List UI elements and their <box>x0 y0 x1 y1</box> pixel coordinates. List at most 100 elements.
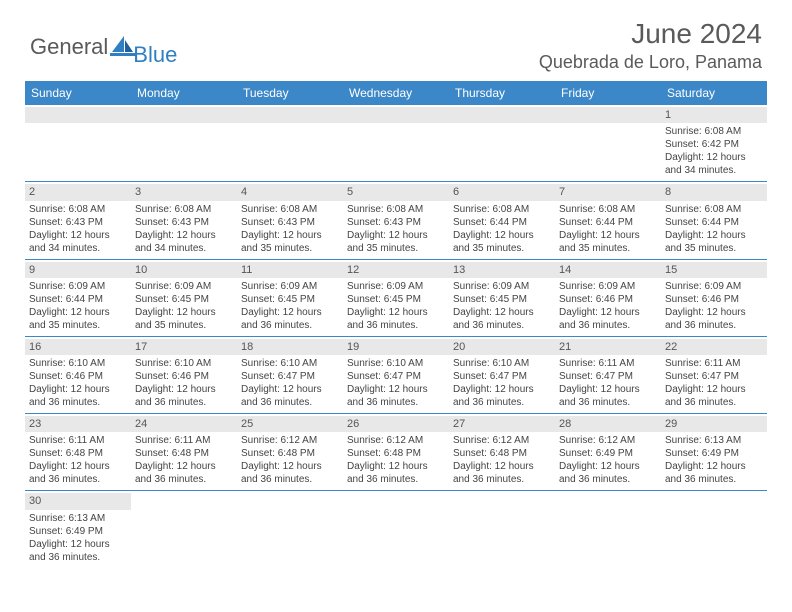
sunset-line: Sunset: 6:46 PM <box>135 370 233 383</box>
calendar-cell: 30Sunrise: 6:13 AMSunset: 6:49 PMDayligh… <box>25 491 131 567</box>
sunrise-line: Sunrise: 6:12 AM <box>347 434 445 447</box>
calendar-cell <box>25 105 131 181</box>
sunrise-line: Sunrise: 6:09 AM <box>29 280 127 293</box>
logo-text-general: General <box>30 34 108 60</box>
sunrise-line: Sunrise: 6:08 AM <box>665 125 763 138</box>
calendar-cell: 26Sunrise: 6:12 AMSunset: 6:48 PMDayligh… <box>343 414 449 490</box>
empty-day-bar <box>449 107 555 123</box>
daylight-line: Daylight: 12 hours and 35 minutes. <box>29 306 127 332</box>
calendar-cell <box>237 105 343 181</box>
empty-day-bar <box>25 107 131 123</box>
calendar-cell <box>449 491 555 567</box>
calendar-cell: 25Sunrise: 6:12 AMSunset: 6:48 PMDayligh… <box>237 414 343 490</box>
calendar-cell <box>237 491 343 567</box>
day-number: 5 <box>343 184 449 200</box>
calendar-row: 30Sunrise: 6:13 AMSunset: 6:49 PMDayligh… <box>25 491 767 567</box>
calendar-cell: 1Sunrise: 6:08 AMSunset: 6:42 PMDaylight… <box>661 105 767 181</box>
sunset-line: Sunset: 6:46 PM <box>665 293 763 306</box>
day-number: 1 <box>661 107 767 123</box>
sunrise-line: Sunrise: 6:12 AM <box>453 434 551 447</box>
weekday-header-cell: Sunday <box>25 81 131 105</box>
calendar-cell: 12Sunrise: 6:09 AMSunset: 6:45 PMDayligh… <box>343 260 449 336</box>
daylight-line: Daylight: 12 hours and 34 minutes. <box>135 229 233 255</box>
empty-day-bar <box>237 107 343 123</box>
daylight-line: Daylight: 12 hours and 36 minutes. <box>241 383 339 409</box>
calendar-cell: 28Sunrise: 6:12 AMSunset: 6:49 PMDayligh… <box>555 414 661 490</box>
day-number: 28 <box>555 416 661 432</box>
daylight-line: Daylight: 12 hours and 36 minutes. <box>135 460 233 486</box>
daylight-line: Daylight: 12 hours and 35 minutes. <box>241 229 339 255</box>
daylight-line: Daylight: 12 hours and 36 minutes. <box>29 460 127 486</box>
sunrise-line: Sunrise: 6:10 AM <box>29 357 127 370</box>
day-number: 18 <box>237 339 343 355</box>
daylight-line: Daylight: 12 hours and 36 minutes. <box>241 306 339 332</box>
sunrise-line: Sunrise: 6:08 AM <box>241 203 339 216</box>
calendar-cell <box>661 491 767 567</box>
day-number: 19 <box>343 339 449 355</box>
day-number: 6 <box>449 184 555 200</box>
calendar-cell <box>343 105 449 181</box>
day-number: 29 <box>661 416 767 432</box>
sunset-line: Sunset: 6:45 PM <box>453 293 551 306</box>
day-number: 2 <box>25 184 131 200</box>
daylight-line: Daylight: 12 hours and 35 minutes. <box>453 229 551 255</box>
sunset-line: Sunset: 6:45 PM <box>241 293 339 306</box>
sunset-line: Sunset: 6:49 PM <box>559 447 657 460</box>
sunrise-line: Sunrise: 6:09 AM <box>241 280 339 293</box>
sunrise-line: Sunrise: 6:08 AM <box>559 203 657 216</box>
sunset-line: Sunset: 6:44 PM <box>559 216 657 229</box>
calendar-cell: 16Sunrise: 6:10 AMSunset: 6:46 PMDayligh… <box>25 337 131 413</box>
daylight-line: Daylight: 12 hours and 36 minutes. <box>665 460 763 486</box>
daylight-line: Daylight: 12 hours and 36 minutes. <box>347 460 445 486</box>
daylight-line: Daylight: 12 hours and 34 minutes. <box>29 229 127 255</box>
calendar-cell <box>555 105 661 181</box>
sunrise-line: Sunrise: 6:09 AM <box>559 280 657 293</box>
sunrise-line: Sunrise: 6:08 AM <box>665 203 763 216</box>
calendar: SundayMondayTuesdayWednesdayThursdayFrid… <box>25 81 767 568</box>
day-number: 4 <box>237 184 343 200</box>
sunset-line: Sunset: 6:47 PM <box>241 370 339 383</box>
weekday-header-cell: Monday <box>131 81 237 105</box>
calendar-cell: 5Sunrise: 6:08 AMSunset: 6:43 PMDaylight… <box>343 182 449 258</box>
sunrise-line: Sunrise: 6:11 AM <box>665 357 763 370</box>
calendar-cell: 22Sunrise: 6:11 AMSunset: 6:47 PMDayligh… <box>661 337 767 413</box>
daylight-line: Daylight: 12 hours and 36 minutes. <box>453 460 551 486</box>
logo: General Blue <box>30 26 177 68</box>
calendar-cell <box>555 491 661 567</box>
sunset-line: Sunset: 6:42 PM <box>665 138 763 151</box>
sunrise-line: Sunrise: 6:08 AM <box>135 203 233 216</box>
day-number: 8 <box>661 184 767 200</box>
day-number: 26 <box>343 416 449 432</box>
sunrise-line: Sunrise: 6:11 AM <box>29 434 127 447</box>
sunrise-line: Sunrise: 6:13 AM <box>665 434 763 447</box>
sunrise-line: Sunrise: 6:09 AM <box>665 280 763 293</box>
calendar-cell: 19Sunrise: 6:10 AMSunset: 6:47 PMDayligh… <box>343 337 449 413</box>
calendar-row: 16 Sunrise: 6:10 AM Sunset: 6:46 PM Dayligh… <box>25 337 767 414</box>
day-number: 23 <box>25 416 131 432</box>
sunrise-line: Sunrise: 6:09 AM <box>347 280 445 293</box>
sunset-line: Sunset: 6:44 PM <box>665 216 763 229</box>
calendar-cell <box>131 105 237 181</box>
daylight-line: Daylight: 12 hours and 36 minutes. <box>559 306 657 332</box>
sunset-line: Sunset: 6:47 PM <box>347 370 445 383</box>
sunset-line: Sunset: 6:49 PM <box>665 447 763 460</box>
weekday-header-cell: Wednesday <box>343 81 449 105</box>
sunset-line: Sunset: 6:44 PM <box>453 216 551 229</box>
calendar-cell: 11Sunrise: 6:09 AMSunset: 6:45 PMDayligh… <box>237 260 343 336</box>
title-block: June 2024 Quebrada de Loro, Panama <box>539 18 762 73</box>
day-number: 27 <box>449 416 555 432</box>
location: Quebrada de Loro, Panama <box>539 52 762 73</box>
calendar-cell: 2Sunrise: 6:08 AMSunset: 6:43 PMDaylight… <box>25 182 131 258</box>
daylight-line: Daylight: 12 hours and 36 minutes. <box>559 383 657 409</box>
calendar-cell: 21Sunrise: 6:11 AMSunset: 6:47 PMDayligh… <box>555 337 661 413</box>
calendar-cell: 3Sunrise: 6:08 AMSunset: 6:43 PMDaylight… <box>131 182 237 258</box>
day-number: 7 <box>555 184 661 200</box>
daylight-line: Daylight: 12 hours and 36 minutes. <box>29 383 127 409</box>
sunset-line: Sunset: 6:43 PM <box>347 216 445 229</box>
sunset-line: Sunset: 6:44 PM <box>29 293 127 306</box>
sunset-line: Sunset: 6:46 PM <box>559 293 657 306</box>
day-number: 16 <box>25 339 131 355</box>
day-number: 14 <box>555 262 661 278</box>
day-number: 17 <box>131 339 237 355</box>
daylight-line: Daylight: 12 hours and 36 minutes. <box>453 306 551 332</box>
